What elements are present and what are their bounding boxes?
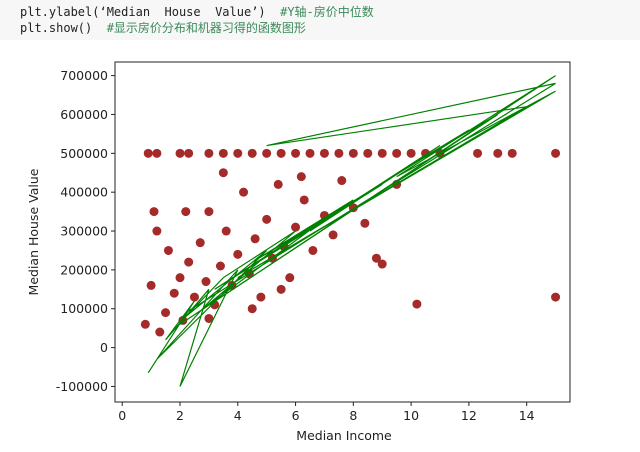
scatter-point bbox=[262, 214, 272, 224]
scatter-point bbox=[221, 226, 231, 236]
scatter-point bbox=[218, 168, 228, 178]
scatter-point bbox=[299, 195, 309, 205]
plot-area bbox=[115, 62, 570, 402]
scatter-point bbox=[184, 257, 194, 267]
scatter-point bbox=[473, 148, 483, 158]
x-tick-label: 10 bbox=[403, 408, 419, 423]
scatter-point bbox=[247, 304, 257, 314]
scatter-point bbox=[328, 230, 338, 240]
scatter-point bbox=[233, 249, 243, 259]
scatter-point bbox=[204, 207, 214, 217]
scatter-point bbox=[392, 148, 402, 158]
scatter-point bbox=[149, 207, 159, 217]
x-tick-label: 6 bbox=[292, 408, 300, 423]
scatter-point bbox=[319, 148, 329, 158]
comment: #显示房价分布和机器习得的函数图形 bbox=[106, 21, 306, 35]
scatter-point bbox=[233, 148, 243, 158]
scatter-point bbox=[181, 207, 191, 217]
x-tick-label: 14 bbox=[519, 408, 535, 423]
plot-frame bbox=[114, 61, 571, 403]
scatter-point bbox=[551, 148, 561, 158]
scatter-point bbox=[276, 148, 286, 158]
scatter-point bbox=[337, 176, 347, 186]
x-axis-label: Median Income bbox=[296, 428, 392, 443]
y-tick-label: 0 bbox=[100, 340, 108, 355]
x-tick-label: 12 bbox=[461, 408, 477, 423]
y-tick-label: 500000 bbox=[60, 146, 108, 161]
scatter-point bbox=[161, 308, 171, 318]
scatter-point bbox=[175, 148, 185, 158]
scatter-point bbox=[218, 148, 228, 158]
y-tick-label: 300000 bbox=[60, 224, 108, 239]
scatter-point bbox=[276, 284, 286, 294]
code-cell: plt.ylabel(‘Median House Value’) #Y轴-房价中… bbox=[0, 0, 640, 40]
code-line: plt.show() #显示房价分布和机器习得的函数图形 bbox=[20, 19, 306, 36]
x-tick-label: 2 bbox=[176, 408, 184, 423]
code-line: plt.ylabel(‘Median House Value’) #Y轴-房价中… bbox=[20, 3, 374, 20]
code: plt.show() bbox=[20, 21, 107, 35]
y-axis-label: Median House Value bbox=[26, 168, 41, 295]
scatter-point bbox=[250, 234, 260, 244]
scatter-point bbox=[175, 273, 185, 283]
scatter-point bbox=[143, 148, 153, 158]
scatter-point bbox=[204, 313, 214, 323]
scatter-point bbox=[247, 148, 257, 158]
y-tick-label: 400000 bbox=[60, 185, 108, 200]
y-tick-label: 600000 bbox=[60, 107, 108, 122]
scatter-point bbox=[152, 226, 162, 236]
scatter-point bbox=[291, 148, 301, 158]
scatter-point bbox=[305, 148, 315, 158]
scatter-point bbox=[406, 148, 416, 158]
scatter-point bbox=[493, 148, 503, 158]
scatter-point bbox=[308, 245, 318, 255]
scatter-point bbox=[155, 327, 165, 337]
x-tick-label: 0 bbox=[118, 408, 126, 423]
y-tick-label: 700000 bbox=[60, 68, 108, 83]
scatter-point bbox=[296, 172, 306, 182]
x-tick-label: 4 bbox=[234, 408, 242, 423]
scatter-point bbox=[285, 273, 295, 283]
scatter-point bbox=[371, 253, 381, 263]
scatter-point bbox=[140, 319, 150, 329]
scatter-point bbox=[163, 245, 173, 255]
scatter-point bbox=[195, 238, 205, 248]
comment: #Y轴-房价中位数 bbox=[280, 5, 374, 19]
scatter-point bbox=[189, 292, 199, 302]
line bbox=[147, 75, 556, 387]
scatter-point bbox=[184, 148, 194, 158]
y-tick-label: 200000 bbox=[60, 262, 108, 277]
y-tick-label: -100000 bbox=[56, 379, 108, 394]
scatter-point bbox=[273, 179, 283, 189]
scatter-point bbox=[215, 261, 225, 271]
scatter-point bbox=[152, 148, 162, 158]
scatter-point bbox=[204, 148, 214, 158]
scatter-point bbox=[363, 148, 373, 158]
scatter-point bbox=[256, 292, 266, 302]
scatter-point bbox=[169, 288, 179, 298]
scatter-point bbox=[507, 148, 517, 158]
x-tick-label: 8 bbox=[349, 408, 357, 423]
scatter-point bbox=[334, 148, 344, 158]
scatter-point bbox=[348, 148, 358, 158]
scatter-point bbox=[377, 259, 387, 269]
scatter-point bbox=[239, 187, 249, 197]
scatter-point bbox=[146, 280, 156, 290]
scatter-point bbox=[291, 222, 301, 232]
scatter-point bbox=[262, 148, 272, 158]
y-tick-label: 100000 bbox=[60, 301, 108, 316]
scatter-point bbox=[412, 299, 422, 309]
scatter-point bbox=[201, 277, 211, 287]
code: plt.ylabel(‘Median House Value’) bbox=[20, 5, 281, 19]
scatter-point bbox=[360, 218, 370, 228]
scatter-point bbox=[551, 292, 561, 302]
scatter-point bbox=[377, 148, 387, 158]
